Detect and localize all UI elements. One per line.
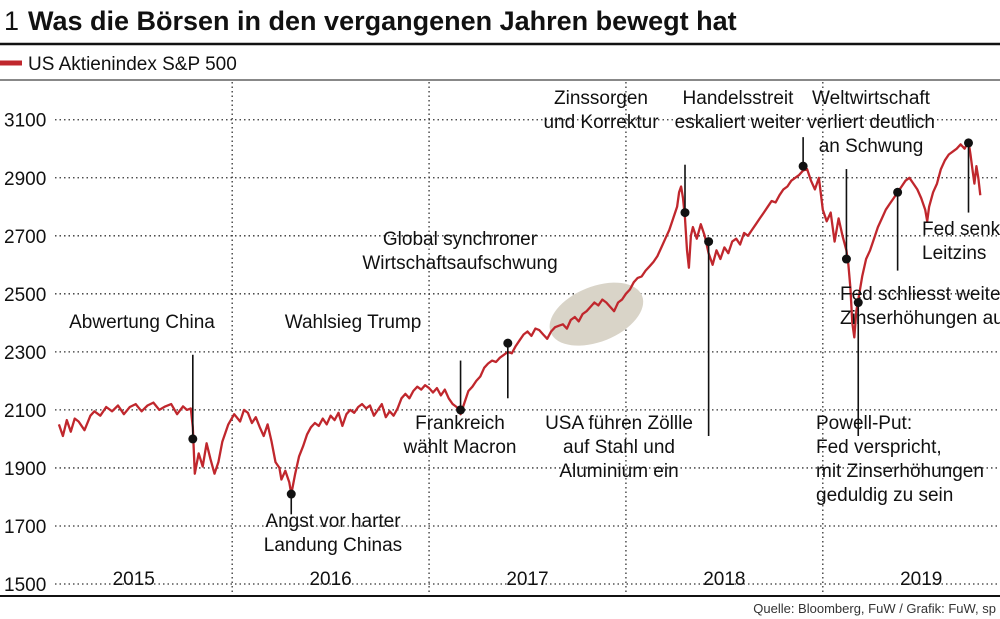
y-axis: 1500 1700 1900 2100 2300 2500 2700 2900 3100: [4, 111, 46, 596]
y-tick-label: 3100: [4, 111, 46, 132]
annotation: Zinssorgen und Korrektur: [543, 88, 690, 218]
annotation: Handelsstreit eskaliert weiter: [675, 88, 808, 171]
annotation-label: Wahlsieg Trump: [285, 312, 422, 333]
annotation-label: USA führen Zöllle: [545, 413, 693, 434]
annotation: Frankreich wählt Macron: [403, 338, 517, 458]
annotation-marker: [704, 237, 714, 247]
annotation-marker: [798, 161, 808, 171]
annotation-label: Fed senkt: [922, 219, 1000, 240]
annotation: Abwertung China: [69, 312, 215, 444]
annotation: Fed senkt Leitzins: [922, 138, 1000, 264]
source-note: Quelle: Bloomberg, FuW / Grafik: FuW, sp: [753, 601, 996, 616]
annotation-label: eskaliert weiter: [675, 112, 802, 133]
annotation-marker: [853, 298, 863, 308]
y-tick-label: 2100: [4, 401, 46, 422]
y-tick-label: 2500: [4, 285, 46, 306]
annotation: Weltwirtschaft verliert deutlich an Schwun…: [807, 88, 935, 264]
annotation-label: Fed verspricht,: [816, 437, 942, 458]
chart-title: Was die Börsen in den vergangenen Jahren…: [28, 6, 737, 36]
annotation: Global synchroner Wirtschaftsaufschwung: [362, 229, 557, 274]
legend-label: US Aktienindex S&P 500: [28, 54, 237, 75]
annotation-label: Weltwirtschaft: [812, 88, 931, 109]
annotation-label: Landung Chinas: [264, 535, 402, 556]
y-tick-label: 2700: [4, 227, 46, 248]
y-tick-label: 1500: [4, 575, 46, 596]
y-tick-label: 2300: [4, 343, 46, 364]
x-tick-label: 2016: [309, 569, 351, 590]
annotation-label: geduldig zu sein: [816, 485, 953, 506]
annotation-label: Powell-Put:: [816, 413, 912, 434]
annotation-marker: [188, 434, 198, 444]
annotation-marker: [964, 138, 973, 148]
annotation-marker: [893, 187, 903, 197]
annotation: USA führen Zöllle auf Stahl und Aluminium …: [545, 237, 714, 482]
annotation-label: auf Stahl und: [563, 437, 675, 458]
x-tick-label: 2015: [113, 569, 155, 590]
annotation-label: Leitzins: [922, 243, 986, 264]
x-axis: 2015 2016 2017 2018 2019: [113, 569, 943, 590]
annotation-label: verliert deutlich: [807, 112, 935, 133]
annotation-label: Abwertung China: [69, 312, 215, 333]
annotation-label: Handelsstreit: [683, 88, 795, 109]
y-tick-label: 2900: [4, 169, 46, 190]
annotation-label: wählt Macron: [403, 437, 517, 458]
annotation-label: Fed schliesst weitere: [840, 284, 1000, 305]
annotation-label: Angst vor harter: [265, 511, 401, 532]
annotation-label: Zinserhöhungen aus: [840, 308, 1000, 329]
figure-number: 1: [4, 6, 19, 36]
annotation-label: Global synchroner: [383, 229, 538, 250]
annotation: Wahlsieg Trump: [285, 312, 466, 415]
annotation-label: Aluminium ein: [559, 461, 678, 482]
annotation-marker: [456, 405, 466, 415]
annotation: Angst vor harter Landung Chinas: [264, 489, 402, 556]
annotation: Powell-Put: Fed verspricht, mit Zinserhöhu…: [816, 298, 984, 506]
annotations: Abwertung China Angst vor harter Landung C…: [69, 88, 1000, 556]
series-layer: [57, 140, 982, 496]
annotation-label: und Korrektur: [543, 112, 659, 133]
annotation-marker: [680, 208, 690, 218]
x-tick-label: 2018: [703, 569, 745, 590]
series-line-sp500: [57, 140, 982, 496]
x-tick-label: 2019: [900, 569, 942, 590]
annotation-label: mit Zinserhöhungen: [816, 461, 984, 482]
annotation-marker: [503, 338, 513, 348]
annotation: Fed schliesst weitere Zinserhöhungen aus: [840, 187, 1000, 329]
annotation-label: Zinssorgen: [554, 88, 648, 109]
annotation-label: Frankreich: [415, 413, 505, 434]
y-tick-label: 1900: [4, 459, 46, 480]
highlight-area: [549, 282, 644, 346]
annotation-marker: [841, 254, 851, 264]
annotation-label: Wirtschaftsaufschwung: [362, 253, 557, 274]
annotation-label: an Schwung: [819, 136, 924, 157]
highlight-ellipse: [549, 282, 644, 346]
x-tick-label: 2017: [506, 569, 548, 590]
y-tick-label: 1700: [4, 517, 46, 538]
annotation-marker: [286, 489, 296, 499]
